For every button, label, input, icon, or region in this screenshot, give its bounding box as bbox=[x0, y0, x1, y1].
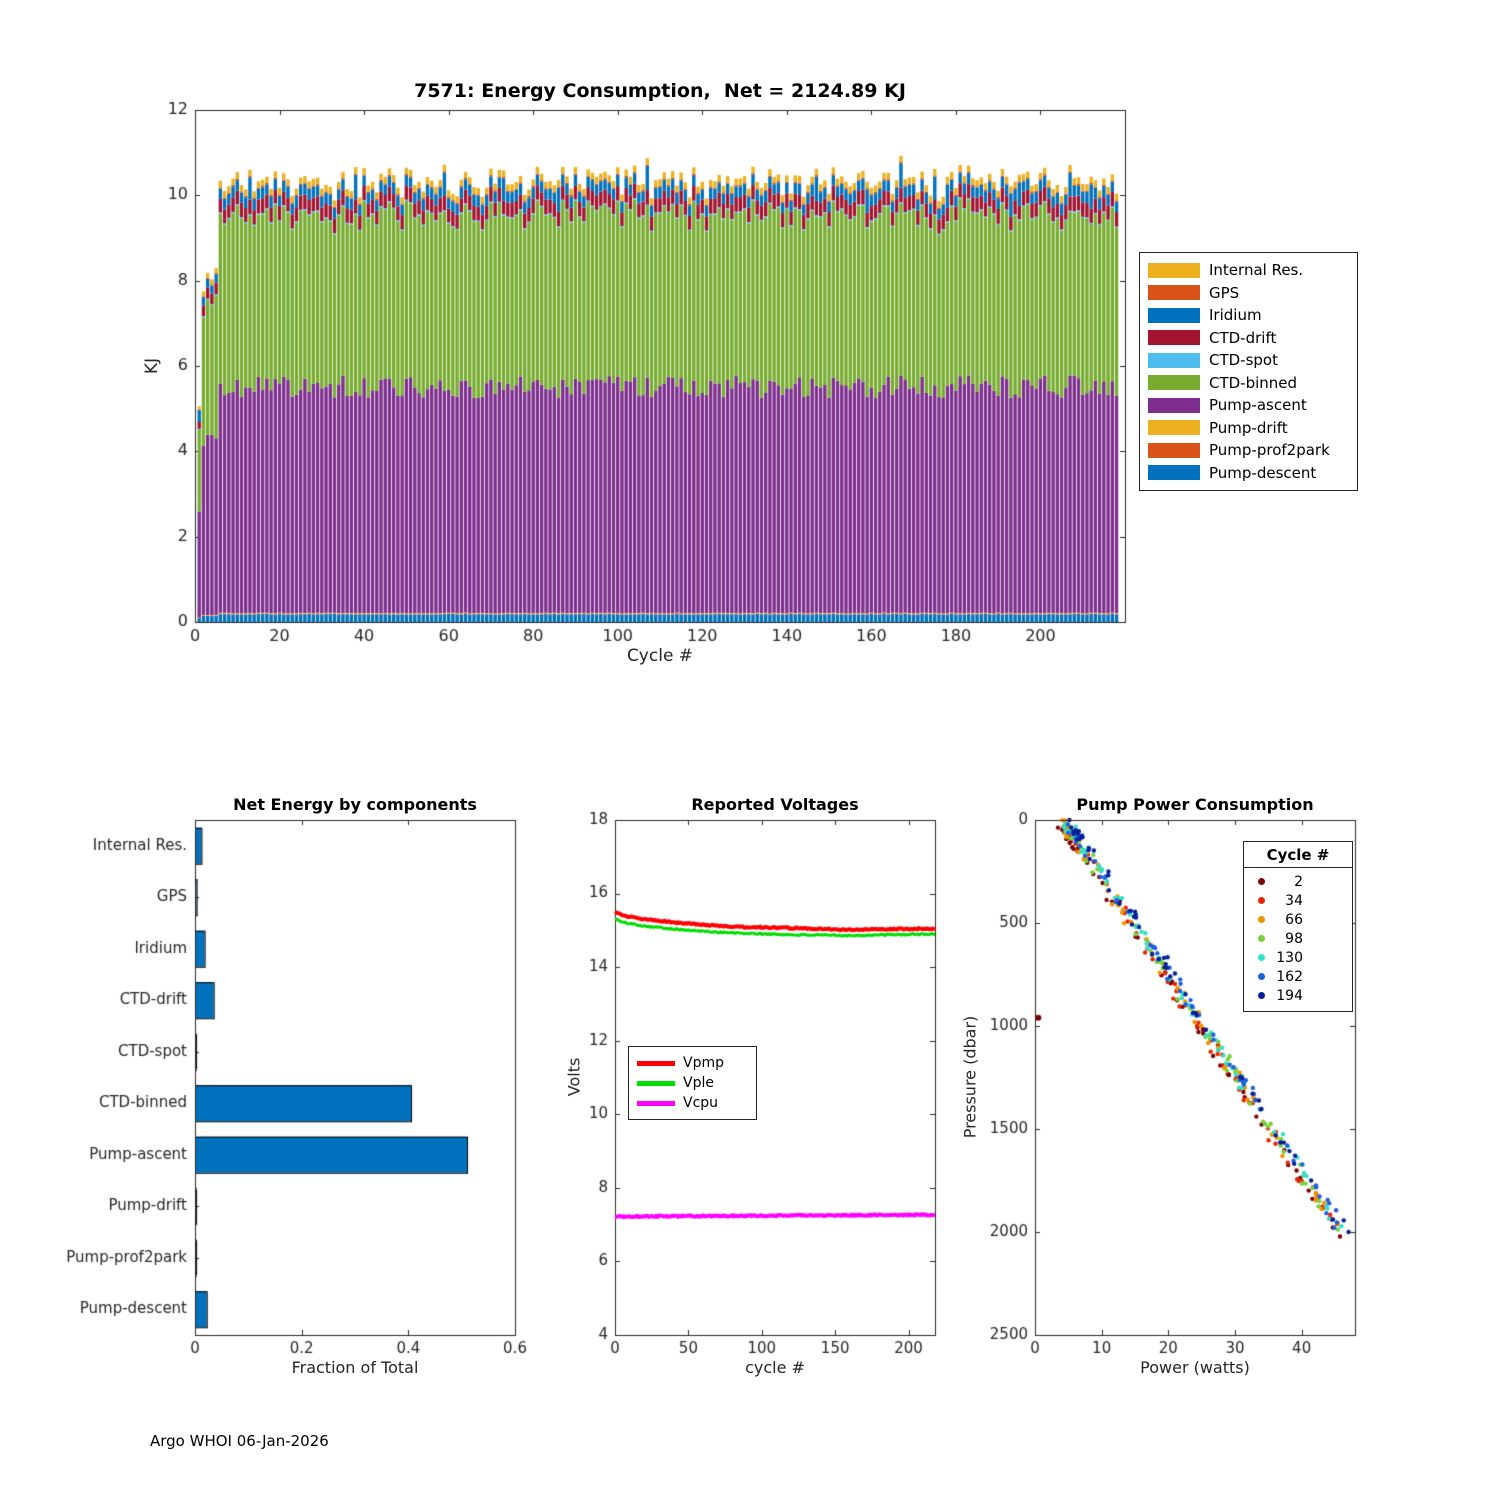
cycle-legend-item: 194 bbox=[1244, 986, 1352, 1005]
cycle-legend-item: 34 bbox=[1244, 891, 1352, 910]
legend-item-label: Internal Res. bbox=[1209, 261, 1304, 280]
legend-item-label: 194 bbox=[1276, 987, 1303, 1004]
legend-swatch-icon bbox=[1148, 397, 1200, 413]
legend-item-label: 2 bbox=[1294, 873, 1303, 890]
energy-ylabel: KJ bbox=[142, 357, 162, 375]
legend-item-label: Pump-descent bbox=[1209, 463, 1317, 482]
legend-item-label: 130 bbox=[1276, 949, 1303, 966]
legend-swatch-icon bbox=[1148, 352, 1200, 368]
voltage-legend-item: Vple bbox=[637, 1073, 748, 1093]
legend-line-icon bbox=[637, 1060, 675, 1066]
legend-item-label: CTD-drift bbox=[1209, 328, 1277, 347]
legend-marker-icon bbox=[1258, 992, 1265, 999]
energy-legend-item: GPS bbox=[1148, 282, 1351, 305]
pump-power-ylabel: Pressure (dbar) bbox=[960, 1015, 980, 1139]
legend-item-label: Iridium bbox=[1209, 306, 1262, 325]
legend-item-label: 66 bbox=[1285, 911, 1303, 928]
legend-item-label: Pump-prof2park bbox=[1209, 441, 1330, 460]
legend-item-label: Vple bbox=[683, 1075, 714, 1091]
legend-swatch-icon bbox=[1148, 285, 1200, 301]
legend-marker-icon bbox=[1258, 935, 1265, 942]
energy-legend-item: Pump-descent bbox=[1148, 462, 1351, 485]
voltages-xlabel: cycle # bbox=[745, 1358, 805, 1377]
legend-swatch-icon bbox=[1148, 330, 1200, 346]
legend-marker-icon bbox=[1258, 878, 1265, 885]
legend-swatch-icon bbox=[1148, 420, 1200, 436]
net-energy-chart bbox=[40, 800, 540, 1370]
voltage-legend-item: Vpmp bbox=[637, 1053, 748, 1073]
legend-item-label: Vcpu bbox=[683, 1095, 719, 1111]
energy-legend-item: Pump-ascent bbox=[1148, 394, 1351, 417]
cycle-legend-item: 98 bbox=[1244, 929, 1352, 948]
legend-item-label: Vpmp bbox=[683, 1055, 724, 1071]
voltages-ylabel: Volts bbox=[564, 1057, 584, 1097]
energy-legend-item: Pump-drift bbox=[1148, 417, 1351, 440]
legend-swatch-icon bbox=[1148, 375, 1200, 391]
footer-text: Argo WHOI 06-Jan-2026 bbox=[150, 1432, 329, 1450]
legend-item-label: 34 bbox=[1285, 892, 1303, 909]
legend-item-label: CTD-spot bbox=[1209, 351, 1278, 370]
pump-power-xlabel: Power (watts) bbox=[1140, 1358, 1250, 1377]
energy-legend-item: Pump-prof2park bbox=[1148, 439, 1351, 462]
legend-item-label: 162 bbox=[1276, 968, 1303, 985]
legend-item-label: GPS bbox=[1209, 283, 1240, 302]
energy-consumption-chart bbox=[150, 95, 1150, 655]
legend-swatch-icon bbox=[1148, 442, 1200, 458]
energy-legend: Internal Res. GPS Iridium CTD-drift CTD-spot… bbox=[1139, 252, 1358, 491]
legend-swatch-icon bbox=[1148, 307, 1200, 323]
legend-swatch-icon bbox=[1148, 262, 1200, 278]
legend-marker-icon bbox=[1258, 916, 1265, 923]
legend-marker-icon bbox=[1258, 954, 1265, 961]
net-energy-xlabel: Fraction of Total bbox=[291, 1358, 419, 1377]
cycle-legend-item: 162 bbox=[1244, 967, 1352, 986]
voltage-legend-item: Vcpu bbox=[637, 1093, 748, 1113]
energy-legend-item: Iridium bbox=[1148, 304, 1351, 327]
legend-item-label: Pump-ascent bbox=[1209, 396, 1307, 415]
legend-line-icon bbox=[637, 1080, 675, 1086]
legend-item-label: Pump-drift bbox=[1209, 418, 1288, 437]
voltages-legend: Vpmp Vple Vcpu bbox=[628, 1046, 757, 1120]
cycle-legend-item: 130 bbox=[1244, 948, 1352, 967]
legend-item-label: 98 bbox=[1285, 930, 1303, 947]
energy-legend-item: CTD-drift bbox=[1148, 327, 1351, 350]
legend-swatch-icon bbox=[1148, 465, 1200, 481]
legend-item-label: CTD-binned bbox=[1209, 373, 1298, 392]
legend-marker-icon bbox=[1258, 973, 1265, 980]
energy-legend-item: CTD-binned bbox=[1148, 372, 1351, 395]
voltages-chart bbox=[555, 800, 985, 1370]
legend-marker-icon bbox=[1258, 897, 1265, 904]
energy-legend-item: Internal Res. bbox=[1148, 259, 1351, 282]
legend-line-icon bbox=[637, 1100, 675, 1106]
energy-xlabel: Cycle # bbox=[626, 646, 694, 666]
pump-cycle-legend: Cycle # 2 34 66 98 130 162 194 bbox=[1243, 841, 1353, 1012]
cycle-legend-item: 66 bbox=[1244, 910, 1352, 929]
energy-legend-item: CTD-spot bbox=[1148, 349, 1351, 372]
cycle-legend-item: 2 bbox=[1244, 872, 1352, 891]
pump-legend-title: Cycle # bbox=[1244, 842, 1352, 868]
